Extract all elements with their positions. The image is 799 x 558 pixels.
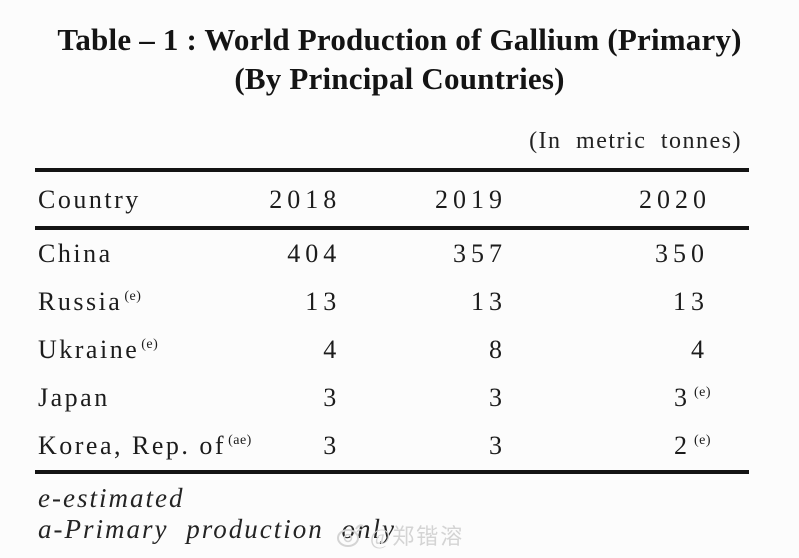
value-2019: 8 bbox=[488, 335, 507, 364]
value-footnote-mark: (e) bbox=[693, 433, 711, 449]
table-title: Table – 1 : World Production of Gallium … bbox=[0, 20, 799, 98]
gallium-production-table: Country 2018 2019 2020 China 404 357 350… bbox=[35, 168, 749, 474]
column-header-2019: 2019 bbox=[341, 170, 507, 230]
value-2020-number: 2 bbox=[673, 431, 692, 460]
country-footnote-mark: (e) bbox=[141, 337, 159, 353]
footnotes: e-estimated a-Primary production only bbox=[38, 483, 799, 545]
watermark: @郑锴溶 bbox=[336, 519, 464, 551]
value-2019: 13 bbox=[470, 287, 507, 316]
value-2018: 4 bbox=[323, 335, 342, 364]
country-cell: China bbox=[35, 228, 252, 278]
country-cell: Russia (e) bbox=[35, 278, 252, 326]
value-2020-number: 4 bbox=[691, 335, 709, 364]
country-footnote-mark: (e) bbox=[124, 289, 142, 305]
table-row-korea: Korea, Rep. of (ae) 3 3 2 (e) bbox=[35, 422, 749, 472]
value-2018: 3 bbox=[323, 431, 342, 460]
table-title-line2: (By Principal Countries) bbox=[234, 61, 565, 96]
value-2020: 3 (e) bbox=[507, 374, 749, 422]
value-footnote-mark: (e) bbox=[693, 385, 711, 401]
country-name: Korea, Rep. of bbox=[38, 431, 227, 460]
value-2020: 2 (e) bbox=[507, 422, 749, 472]
column-header-2018: 2018 bbox=[251, 170, 342, 230]
value-2019: 357 bbox=[452, 239, 507, 268]
value-2020: 4 bbox=[507, 326, 749, 374]
value-2018: 13 bbox=[305, 287, 342, 316]
country-name: China bbox=[38, 239, 113, 268]
value-2020: 350 bbox=[507, 228, 749, 278]
value-2019: 3 bbox=[488, 383, 507, 412]
country-cell: Ukraine (e) bbox=[35, 326, 252, 374]
country-name: Ukraine bbox=[38, 335, 140, 364]
country-name: Russia bbox=[38, 287, 123, 316]
value-2020-number: 350 bbox=[655, 239, 709, 268]
country-cell: Korea, Rep. of (ae) bbox=[35, 422, 252, 472]
footnote-primary-only: a-Primary production only bbox=[38, 514, 396, 544]
value-2020: 13 bbox=[507, 278, 749, 326]
footnote-estimated: e-estimated bbox=[38, 483, 185, 513]
column-header-2020: 2020 bbox=[506, 170, 749, 230]
header-row: Country 2018 2019 2020 bbox=[35, 170, 749, 230]
table-title-line1: Table – 1 : World Production of Gallium … bbox=[57, 22, 742, 57]
column-header-country: Country bbox=[35, 170, 252, 230]
watermark-handle: @郑锴溶 bbox=[370, 524, 465, 549]
value-2018: 3 bbox=[323, 383, 342, 412]
value-2018: 404 bbox=[287, 239, 342, 268]
value-2019: 3 bbox=[488, 431, 507, 460]
table-row-ukraine: Ukraine (e) 4 8 4 bbox=[35, 326, 749, 374]
value-2020-number: 13 bbox=[673, 287, 709, 316]
table-row-russia: Russia (e) 13 13 13 bbox=[35, 278, 749, 326]
table-row-japan: Japan 3 3 3 (e) bbox=[35, 374, 749, 422]
table-row-china: China 404 357 350 bbox=[35, 228, 749, 278]
country-footnote-mark: (ae) bbox=[228, 433, 252, 449]
unit-note: (In metric tonnes) bbox=[529, 128, 742, 154]
value-2020-number: 3 bbox=[673, 383, 692, 412]
country-cell: Japan bbox=[35, 374, 252, 422]
country-name: Japan bbox=[38, 383, 110, 412]
weibo-logo-icon bbox=[336, 522, 364, 548]
